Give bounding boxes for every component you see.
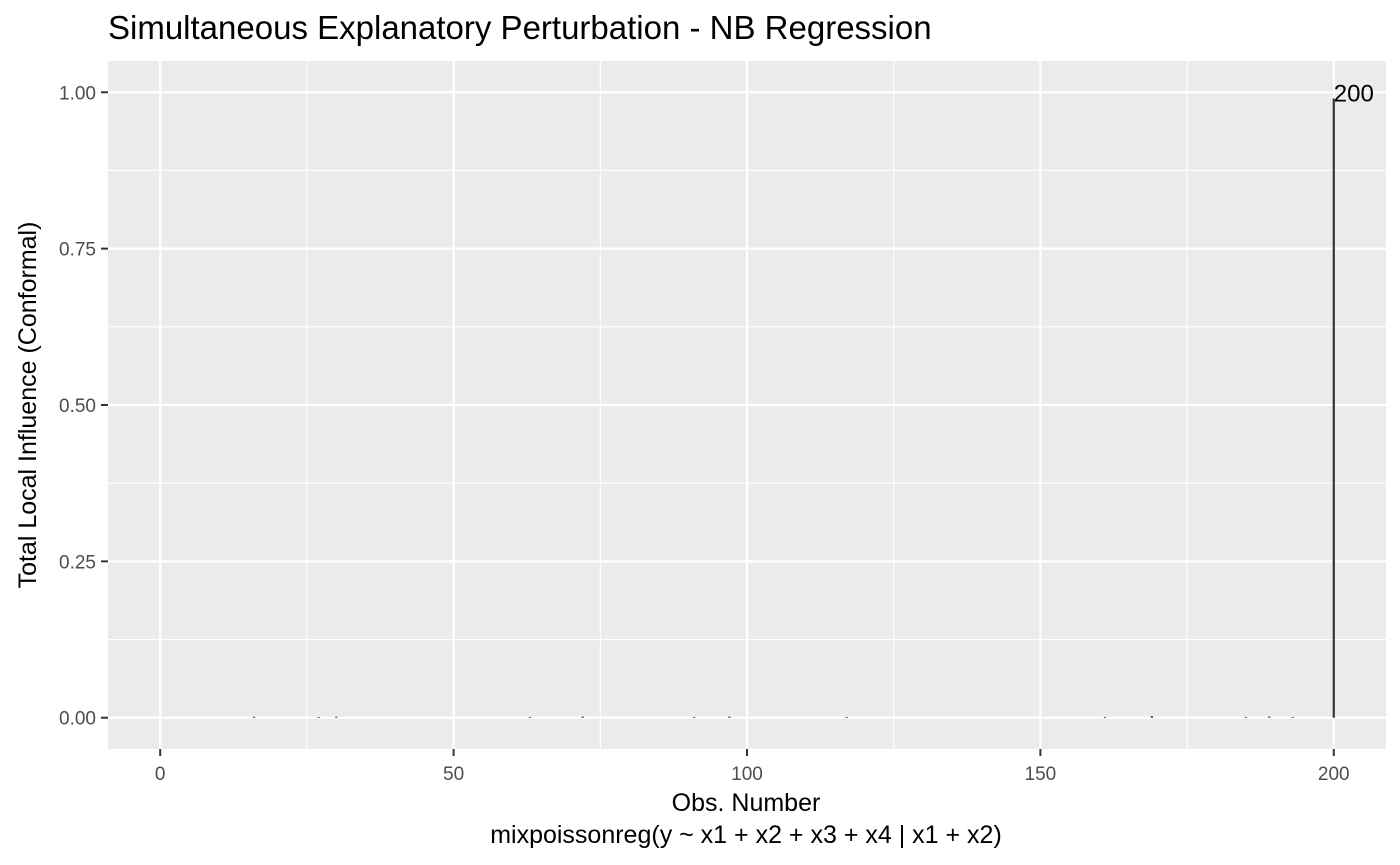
y-axis-title: Total Local Influence (Conformal) [14, 222, 42, 589]
y-tick-label: 0.25 [59, 552, 96, 573]
x-tick-label: 100 [731, 764, 763, 785]
x-tick-label: 0 [155, 764, 166, 785]
bars [253, 98, 1335, 718]
data-labels: 200 [1334, 81, 1374, 108]
x-tick-label: 150 [1025, 764, 1057, 785]
x-tick-label: 200 [1318, 764, 1350, 785]
y-tick-label: 0.00 [59, 709, 96, 730]
x-axis-title: Obs. Number [672, 789, 821, 817]
x-axis-caption: mixpoissonreg(y ~ x1 + x2 + x3 + x4 | x1… [490, 821, 1002, 849]
y-tick-label: 0.75 [59, 240, 96, 261]
point-label: 200 [1334, 81, 1374, 108]
y-tick-label: 1.00 [59, 83, 96, 104]
chart-title: Simultaneous Explanatory Perturbation - … [108, 9, 932, 46]
y-tick-label: 0.50 [59, 396, 96, 417]
y-axis: 0.00 0.25 0.50 0.75 1.00 [59, 83, 108, 730]
grid-major [108, 61, 1386, 749]
x-tick-label: 50 [443, 764, 464, 785]
x-axis: 0 50 100 150 200 [155, 749, 1350, 785]
